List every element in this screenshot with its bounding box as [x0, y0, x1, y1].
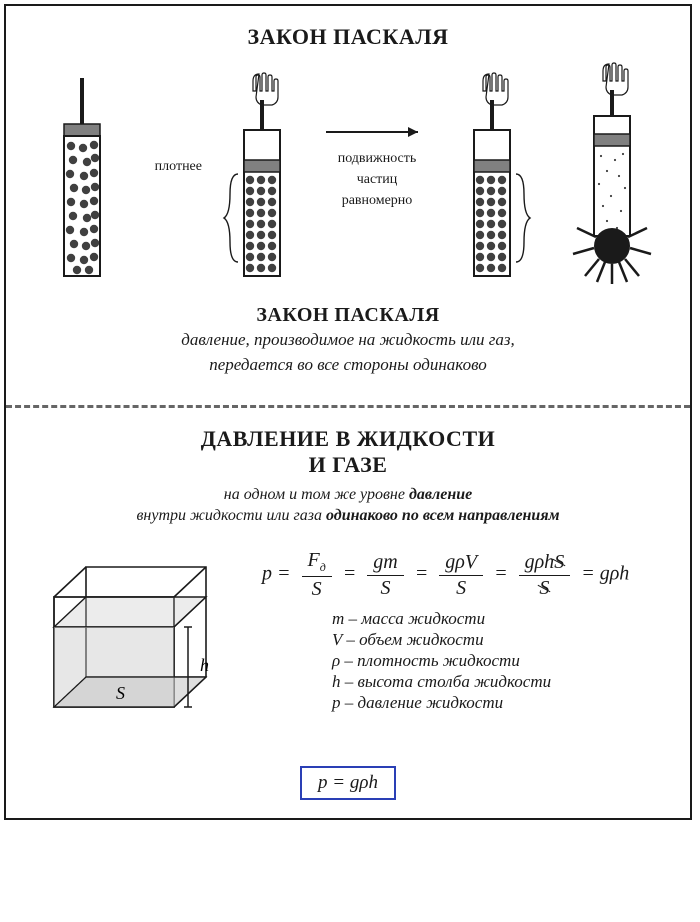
title-pascal: ЗАКОН ПАСКАЛЯ [24, 24, 672, 50]
pressure-section: ДАВЛЕНИЕ В ЖИДКОСТИ И ГАЗЕ на одном и то… [6, 408, 690, 818]
cube-s-label: S [116, 683, 125, 703]
legend-block: m – масса жидкости V – объем жидкости ρ … [262, 609, 672, 713]
title-pressure-2: И ГАЗЕ [24, 452, 672, 478]
f-eq1: = [277, 563, 291, 585]
arrow-block: подвижность частиц равномерно [322, 122, 432, 209]
f-lhs: p [262, 563, 272, 585]
fig-cylinder-dense [202, 66, 322, 286]
law-title: ЗАКОН ПАСКАЛЯ [24, 304, 672, 327]
legend-p: p – давление жидкости [332, 693, 672, 713]
label-denser: плотнее [155, 159, 202, 174]
formula-box: p = gρh [300, 766, 396, 800]
title-pressure-1: ДАВЛЕНИЕ В ЖИДКОСТИ [24, 426, 672, 452]
subtitle-block: на одном и том же уровне давление внутри… [24, 484, 672, 527]
formula-box-wrap: p = gρh [24, 752, 672, 800]
legend-m: m – масса жидкости [332, 609, 672, 629]
arrow-line3: равномерно [322, 193, 432, 210]
f-rhs: gρh [600, 563, 630, 585]
f-t1d: S [302, 577, 332, 601]
sub-line2a: внутри жидкости или газа [136, 507, 326, 524]
law-text-2: передается во все стороны одинаково [24, 354, 672, 377]
formula-column: p = FдS = gmS = gρVS = gρhSS = gρh m – м… [262, 549, 672, 714]
pascal-section: ЗАКОН ПАСКАЛЯ [6, 6, 690, 395]
cube-diagram: h S [24, 549, 244, 744]
legend-V: V – объем жидкости [332, 630, 672, 650]
f-t1ns: д [320, 560, 326, 574]
cylinder-figure-row: плотнее [24, 56, 672, 286]
f-t3d: S [439, 576, 483, 600]
f-eq2: = [343, 563, 357, 585]
f-t1n: F [308, 549, 320, 571]
fig-cylinder-jets [552, 56, 672, 286]
sub-line1b: давление [409, 486, 472, 503]
arrow-line1: подвижность [322, 151, 432, 168]
hand-icon [253, 73, 278, 105]
f-eq3: = [415, 563, 429, 585]
law-box: ЗАКОН ПАСКАЛЯ давление, производимое на … [24, 304, 672, 377]
sub-line1a: на одном и том же уровне [224, 486, 409, 503]
f-t2d: S [367, 576, 403, 600]
legend-h: h – высота столба жидкости [332, 672, 672, 692]
f-t4d: S [539, 577, 549, 600]
fig-cylinder-loose [24, 66, 144, 286]
f-eq4: = [494, 563, 508, 585]
f-eq5: = [581, 563, 595, 585]
f-t2n: gm [367, 551, 403, 576]
fig-cylinder-uniform [432, 66, 552, 286]
pressure-derivation: p = FдS = gmS = gρVS = gρhSS = gρh [262, 549, 672, 601]
bottom-grid: h S p = FдS = gmS = gρVS = gρhSS = [24, 549, 672, 744]
cylinder-loose-svg [39, 66, 129, 286]
cube-svg: h S [24, 549, 244, 739]
sub-line2b: одинаково по всем направлениям [326, 507, 560, 524]
cube-h-label: h [200, 655, 209, 675]
hand-icon [603, 63, 628, 95]
cylinder-uniform-svg [442, 66, 542, 286]
hand-icon [483, 73, 508, 105]
f-t4nb: S [554, 551, 564, 574]
f-t3n: gρV [439, 551, 483, 576]
legend-rho: ρ – плотность жидкости [332, 651, 672, 671]
law-text-1: давление, производимое на жидкость или г… [24, 329, 672, 352]
cylinder-jets-svg [557, 56, 667, 286]
cylinder-dense-svg [212, 66, 312, 286]
page-frame: ЗАКОН ПАСКАЛЯ [4, 4, 692, 820]
arrow-icon [322, 122, 432, 142]
arrow-line2: частиц [322, 172, 432, 189]
f-t4na: gρh [525, 551, 555, 573]
